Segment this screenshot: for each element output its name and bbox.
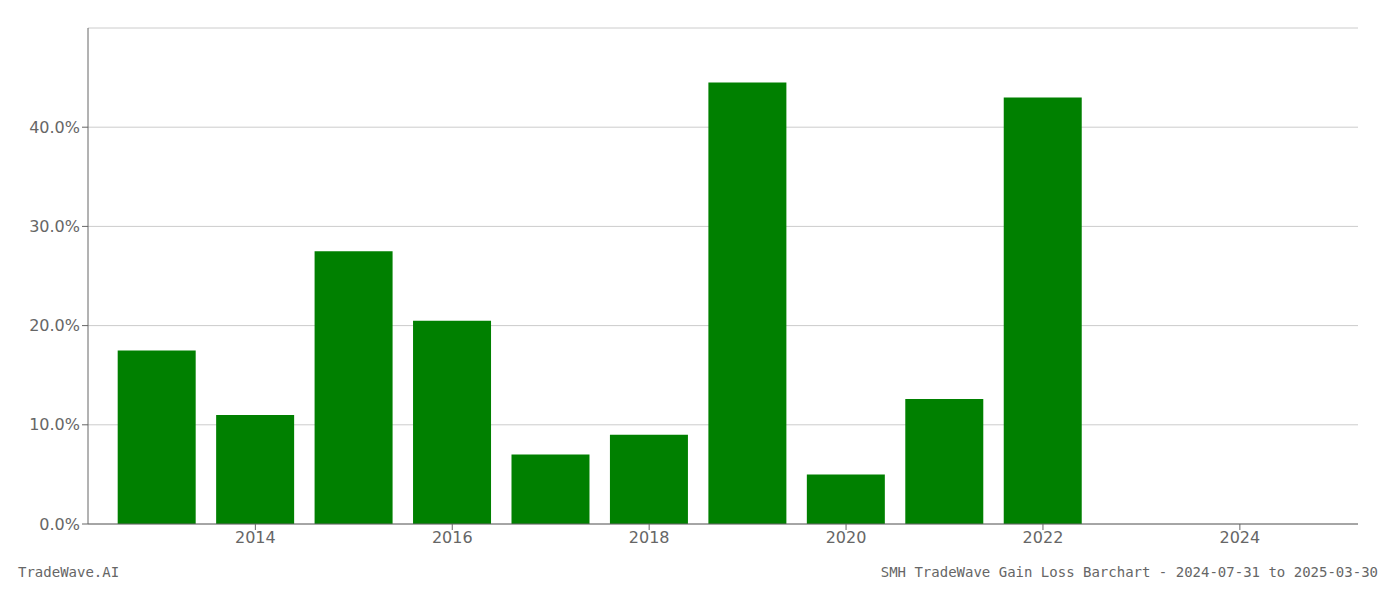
svg-text:2016: 2016	[432, 528, 473, 547]
svg-text:2024: 2024	[1220, 528, 1261, 547]
svg-text:2014: 2014	[235, 528, 276, 547]
html-text:TradeWave.AI: TradeWave.AI	[18, 564, 120, 580]
svg-text:20.0%: 20.0%	[29, 316, 80, 335]
svg-text:10.0%: 10.0%	[29, 415, 80, 434]
svg-text:2022: 2022	[1023, 528, 1064, 547]
svg-text:0.0%: 0.0%	[39, 515, 80, 534]
html-text:SMH TradeWave Gain Loss Barcha: SMH TradeWave Gain Loss Barchart - 2024-…	[880, 564, 1378, 580]
svg-text:30.0%: 30.0%	[29, 217, 80, 236]
svg-text:40.0%: 40.0%	[29, 118, 80, 137]
svg-text:2018: 2018	[629, 528, 670, 547]
svg-text:2020: 2020	[826, 528, 867, 547]
